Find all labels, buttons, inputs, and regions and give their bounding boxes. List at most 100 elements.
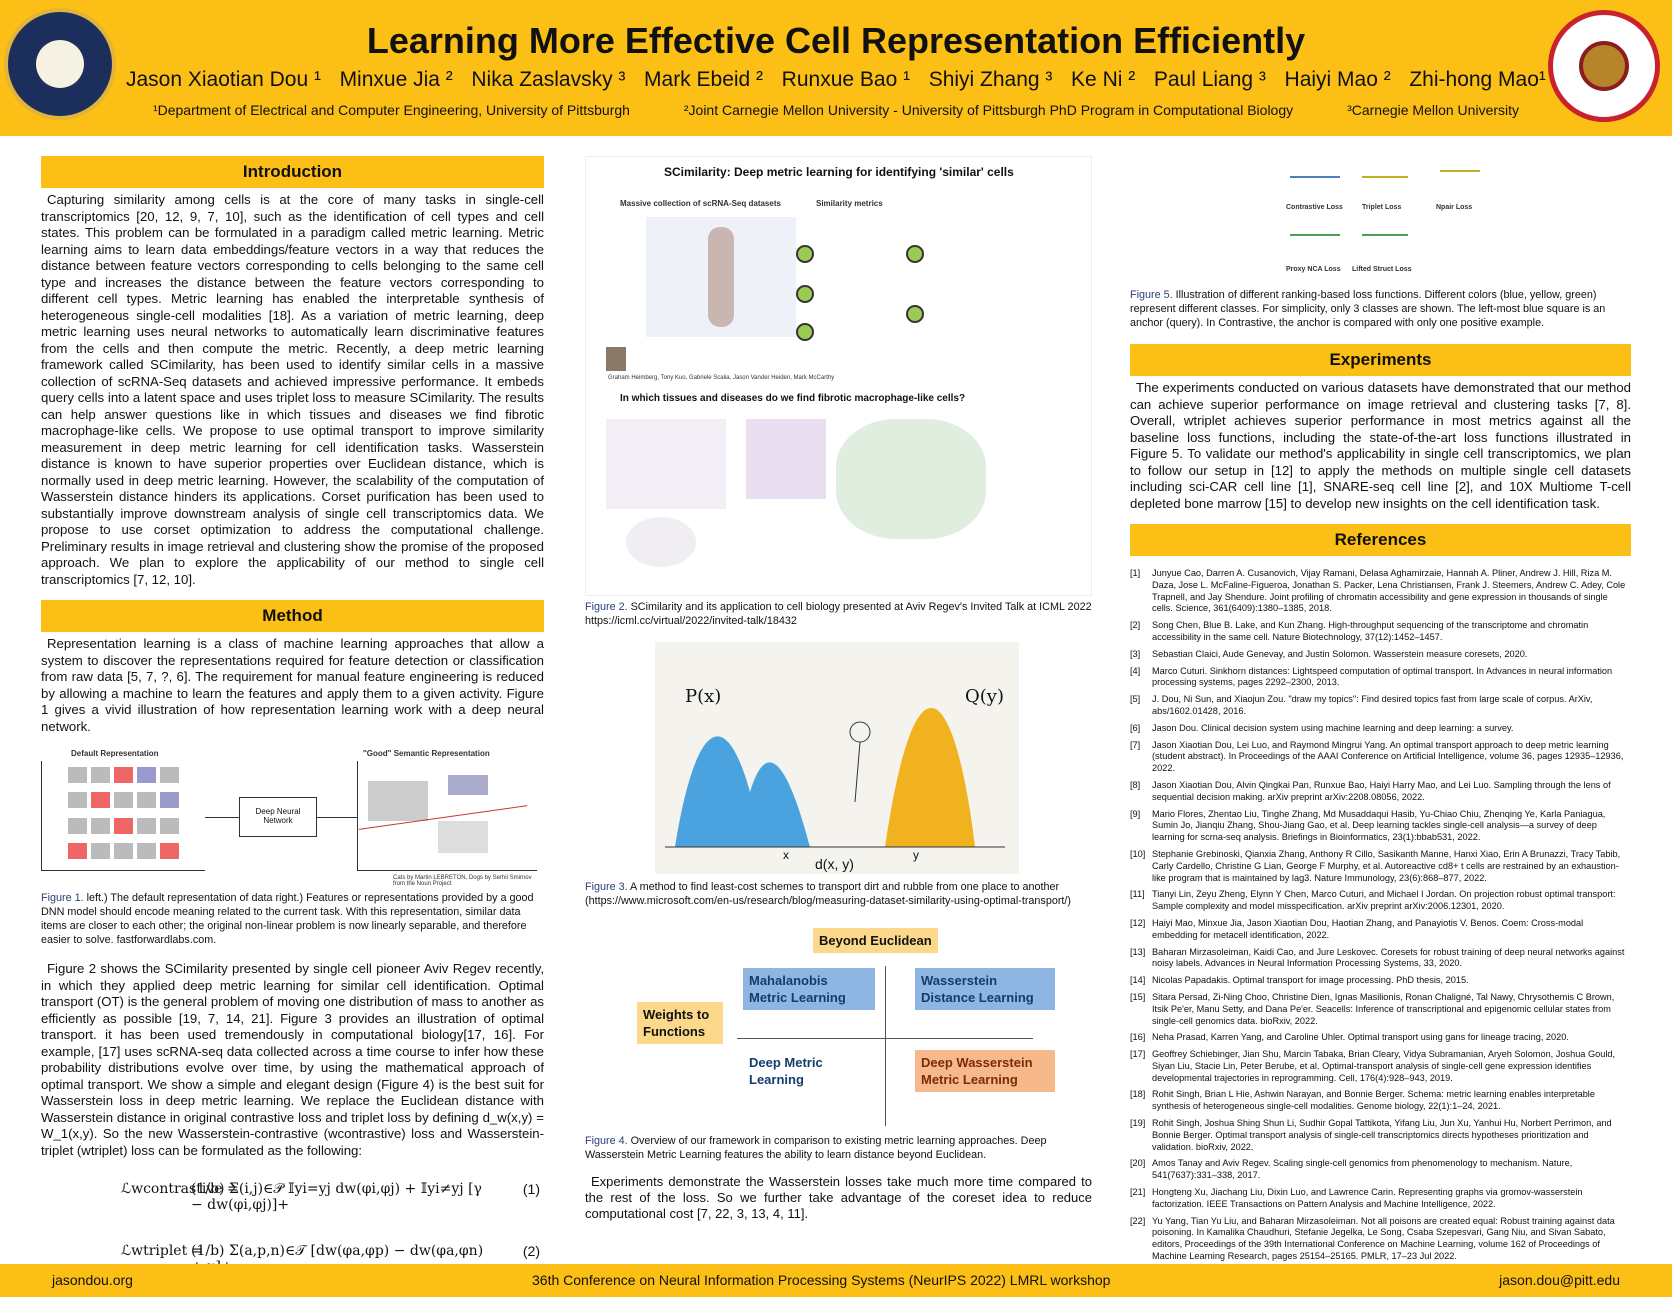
author: Nika Zaslavsky ³ bbox=[471, 68, 626, 91]
footer-website-link[interactable]: jasondou.org bbox=[52, 1272, 133, 1288]
fig2-title: SCimilarity: Deep metric learning for id… bbox=[664, 165, 1014, 179]
author: Zhi-hong Mao¹ bbox=[1409, 68, 1546, 91]
cat-icon bbox=[91, 792, 110, 809]
vertical-axis bbox=[885, 966, 886, 1126]
reference-item: [15] Sitara Persad, Zi-Ning Choo, Christi… bbox=[1130, 991, 1615, 1026]
cat-cluster bbox=[368, 781, 428, 821]
dog-icon bbox=[114, 767, 133, 783]
poster-footer: jasondou.org 36th Conference on Neural I… bbox=[0, 1264, 1672, 1297]
similarity-diagram bbox=[786, 225, 972, 345]
reference-item: [18] Rohit Singh, Brian L Hie, Ashwin Nar… bbox=[1130, 1089, 1595, 1112]
references-list: [1] Junyue Cao, Darren A. Cusanovich, Vij… bbox=[1130, 568, 1631, 1263]
reference-item: [4] Marco Cuturi. Sinkhorn distances: Lig… bbox=[1130, 665, 1613, 688]
affiliation: ²Joint Carnegie Mellon University - Univ… bbox=[683, 102, 1294, 118]
pitt-seal-icon bbox=[36, 40, 84, 88]
reference-item: [7] Jason Xiaotian Dou, Lei Luo, and Raym… bbox=[1130, 739, 1624, 774]
y-label: y bbox=[913, 848, 919, 862]
reference-item: [12] Haiyi Mao, Minxue Jia, Jason Xiaotia… bbox=[1130, 917, 1584, 940]
cat-icon bbox=[91, 842, 110, 859]
blue-cluster bbox=[448, 775, 488, 795]
reference-item: [9] Mario Flores, Zhentao Liu, Tinghe Zha… bbox=[1130, 808, 1606, 843]
figure-5-caption: Figure 5. Illustration of different rank… bbox=[1130, 289, 1606, 329]
npair-icon bbox=[1440, 170, 1480, 190]
figure-5: Contrastive Loss Triplet Loss Npair Loss… bbox=[1130, 156, 1631, 282]
p-distribution bbox=[675, 736, 810, 847]
cluster-plot bbox=[746, 419, 826, 499]
intro-heading: Introduction bbox=[41, 156, 544, 188]
loss-label: Npair Loss bbox=[1436, 204, 1473, 211]
reference-item: [2] Song Chen, Blue B. Lake, and Kun Zhan… bbox=[1130, 620, 1589, 642]
cat-icon bbox=[114, 792, 133, 809]
contrastive-icon bbox=[1290, 176, 1340, 184]
transport-diagram bbox=[665, 707, 1005, 848]
author: Ke Ni ² bbox=[1071, 68, 1136, 91]
author: Mark Ebeid ² bbox=[644, 68, 764, 91]
beyond-euclidean-label: Beyond Euclidean bbox=[813, 928, 938, 953]
stick-figure-body bbox=[854, 741, 861, 803]
reference-item: [16] Neha Prasad, Karren Yang, and Caroli… bbox=[1130, 1032, 1569, 1043]
poster-title: Learning More Effective Cell Representat… bbox=[366, 20, 1306, 61]
figure-2: SCimilarity: Deep metric learning for id… bbox=[585, 156, 1092, 596]
affiliation: ¹Department of Electrical and Computer E… bbox=[152, 102, 630, 118]
mahalanobis-box: Mahalanobis Metric Learning bbox=[743, 968, 875, 1010]
dog-icon bbox=[137, 767, 156, 783]
dog-cluster bbox=[438, 821, 488, 853]
speaker-photo bbox=[606, 347, 626, 371]
equation-1: ℒwcontrastive = (1/b) Σ(i,j)∈𝒫 𝕀yi=yj dw… bbox=[41, 1159, 544, 1221]
q-label: Q(y) bbox=[965, 686, 1004, 707]
method-heading: Method bbox=[41, 600, 544, 632]
poster-header: Learning More Effective Cell Representat… bbox=[0, 0, 1672, 136]
figure-3-caption: Figure 3. A method to find least-cost sc… bbox=[585, 881, 1072, 907]
cmu-seal-icon bbox=[1579, 41, 1629, 91]
cmu-logo bbox=[1548, 10, 1660, 122]
loss-label: Proxy NCA Loss bbox=[1286, 266, 1341, 273]
fig1-network-box: Deep Neural Network bbox=[239, 797, 317, 837]
cat-icon bbox=[68, 767, 87, 783]
experiments-heading: Experiments bbox=[1130, 344, 1631, 376]
bubble-plot bbox=[836, 419, 986, 539]
footer-email-link[interactable]: jason.dou@pitt.edu bbox=[1499, 1272, 1620, 1288]
dog-icon bbox=[137, 792, 156, 809]
fig2-question: In which tissues and diseases do we find… bbox=[620, 393, 966, 404]
cell-icon bbox=[796, 245, 814, 263]
loss-label: Triplet Loss bbox=[1362, 204, 1402, 211]
reference-item: [8] Jason Xiaotian Dou, Alvin Qingkai Pan… bbox=[1130, 779, 1611, 802]
experiments-text: The experiments conducted on various dat… bbox=[1130, 380, 1631, 511]
eq2-lhs: ℒwtriplet = bbox=[121, 1243, 204, 1259]
column-right: Contrastive Loss Triplet Loss Npair Loss… bbox=[1130, 156, 1631, 1268]
dog-icon bbox=[91, 817, 110, 834]
loss-label: Contrastive Loss bbox=[1286, 204, 1343, 211]
footer-conference: 36th Conference on Neural Information Pr… bbox=[532, 1272, 1111, 1288]
reference-item: [19] Rohit Singh, Joshua Shing Shun Li, S… bbox=[1130, 1118, 1612, 1152]
cell-icon bbox=[796, 285, 814, 303]
cell-icon bbox=[906, 245, 924, 263]
deep-metric-box: Deep Metric Learning bbox=[749, 1055, 823, 1087]
fig1-right-label: "Good" Semantic Representation bbox=[363, 749, 490, 758]
dog-icon bbox=[137, 842, 156, 859]
method-text: Representation learning is a class of ma… bbox=[41, 636, 544, 734]
figure-4-caption: Figure 4. Overview of our framework in c… bbox=[585, 1135, 1047, 1161]
eq2-number: (2) bbox=[522, 1243, 540, 1259]
author: Paul Liang ³ bbox=[1153, 68, 1266, 91]
dog-icon bbox=[68, 842, 87, 859]
reference-item: [14] Nicolas Papadakis. Optimal transport… bbox=[1130, 975, 1469, 986]
arrow-out bbox=[317, 817, 357, 818]
author: Runxue Bao ¹ bbox=[781, 68, 911, 91]
triplet-icon bbox=[1362, 176, 1408, 184]
reference-item: [6] Jason Dou. Clinical decision system u… bbox=[1130, 722, 1514, 733]
references-heading: References bbox=[1130, 524, 1631, 556]
deep-wasserstein-box: Deep Wasserstein Metric Learning bbox=[915, 1050, 1055, 1092]
p-label: P(x) bbox=[685, 686, 722, 707]
fig2-people: Graham Heimberg, Tony Kuo, Gabriele Scal… bbox=[608, 375, 835, 381]
cat-icon bbox=[91, 767, 110, 783]
figure-1-caption: Figure 1. left.) The default representat… bbox=[41, 892, 534, 946]
reference-item: [22] Yu Yang, Tian Yu Liu, and Baharan Mi… bbox=[1130, 1215, 1615, 1262]
eq1-number: (1) bbox=[522, 1181, 540, 1197]
reference-item: [3] Sebastian Claici, Aude Genevay, and J… bbox=[1130, 648, 1528, 659]
figure-1: Default Representation "Good" Semantic R… bbox=[41, 747, 544, 887]
dog-icon bbox=[114, 817, 133, 834]
fig1-scatter-semantic bbox=[357, 761, 537, 871]
author: Shiyi Zhang ³ bbox=[928, 68, 1053, 91]
wasserstein-box: Wasserstein Distance Learning bbox=[915, 968, 1055, 1010]
eq1-rhs: (1/b) Σ(i,j)∈𝒫 𝕀yi=yj dw(φi,φj) + 𝕀yi≠yj… bbox=[191, 1181, 482, 1213]
